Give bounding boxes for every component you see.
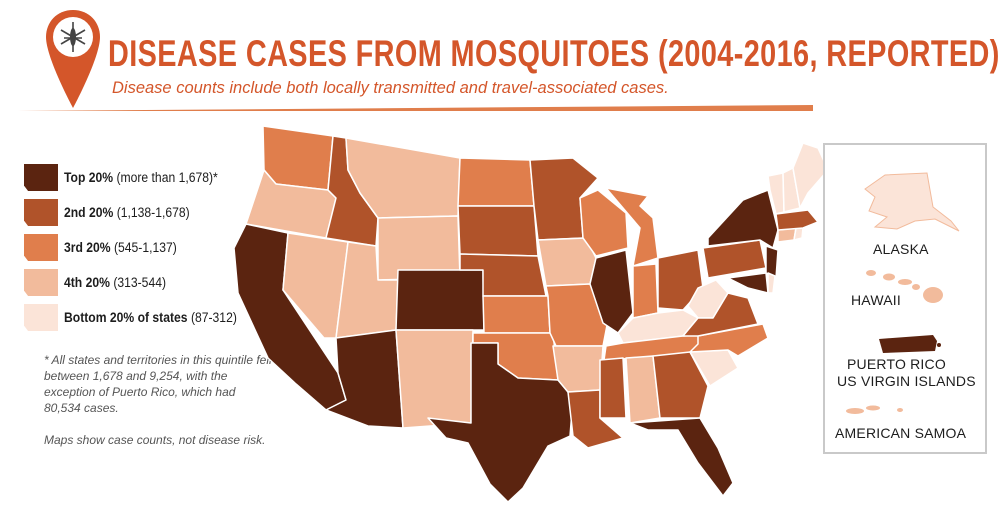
state-new-jersey <box>765 245 779 279</box>
legend-item-bottom20: Bottom 20% of states (87-312) <box>24 300 256 335</box>
state-virginia <box>682 292 759 337</box>
state-mississippi <box>599 357 627 419</box>
state-maryland <box>727 272 769 294</box>
legend-swatch-top20 <box>24 164 58 191</box>
legend-item-4th20: 4th 20% (313-544) <box>24 265 256 300</box>
legend-item-3rd20: 3rd 20% (545-1,137) <box>24 230 256 265</box>
footnote: * All states and territories in this qui… <box>44 353 272 415</box>
state-kansas <box>482 295 551 334</box>
state-new-york <box>707 189 779 249</box>
territories-inset: ALASKA HAWAII PUERTO RICO US VIRGIN ISLA… <box>823 143 987 454</box>
legend-name: 3rd 20% <box>64 240 111 255</box>
state-rhode-island <box>793 227 804 241</box>
state-vermont <box>767 172 785 215</box>
state-texas <box>427 342 574 503</box>
label-virgin-islands: US VIRGIN ISLANDS <box>837 373 976 389</box>
legend-item-2nd20: 2nd 20% (1,138-1,678) <box>24 195 256 230</box>
legend-range: (more than 1,678)* <box>116 170 218 185</box>
state-massachusetts <box>775 209 819 231</box>
legend-swatch-2nd20 <box>24 199 58 226</box>
state-south-dakota <box>457 205 539 257</box>
us-map <box>233 125 828 503</box>
label-hawaii: HAWAII <box>851 292 901 308</box>
legend-name: 2nd 20% <box>64 205 114 220</box>
legend-range: (1,138-1,678) <box>116 205 190 220</box>
alaska-shape <box>864 172 960 232</box>
mosquito-pin-icon <box>46 10 100 108</box>
label-puerto-rico: PUERTO RICO <box>847 356 946 372</box>
legend-name: Top 20% <box>64 170 114 185</box>
legend-swatch-4th20 <box>24 269 58 296</box>
state-north-carolina <box>689 323 769 357</box>
legend-swatch-3rd20 <box>24 234 58 261</box>
legend-range: (545-1,137) <box>113 240 177 255</box>
legend-swatch-bottom20 <box>24 304 58 331</box>
legend-item-top20: Top 20% (more than 1,678)* <box>24 160 256 195</box>
state-north-dakota <box>457 157 535 207</box>
state-delaware <box>767 272 776 294</box>
state-georgia <box>652 351 709 419</box>
legend-range: (313-544) <box>113 275 167 290</box>
state-michigan <box>605 187 659 267</box>
puerto-rico-shape <box>879 335 941 353</box>
hawaii-shape <box>866 270 943 303</box>
samoa-shape <box>846 405 903 414</box>
legend-name: 4th 20% <box>64 275 110 290</box>
legend-range: (87-312) <box>190 310 237 325</box>
label-american-samoa: AMERICAN SAMOA <box>835 425 967 441</box>
state-colorado <box>395 269 485 331</box>
state-wisconsin <box>579 189 629 257</box>
state-florida <box>629 417 734 497</box>
legend-name: Bottom 20% of states <box>64 310 188 325</box>
state-new-mexico <box>395 329 474 429</box>
page-title: DISEASE CASES FROM MOSQUITOES (2004-2016… <box>108 33 1000 74</box>
state-maine <box>792 142 828 209</box>
state-indiana <box>632 263 659 319</box>
label-alaska: ALASKA <box>873 241 929 257</box>
legend: Top 20% (more than 1,678)* 2nd 20% (1,13… <box>24 160 256 335</box>
page-subtitle: Disease counts include both locally tran… <box>112 79 669 97</box>
state-nevada <box>282 232 349 339</box>
disclaimer: Maps show case counts, not disease risk. <box>44 433 266 447</box>
header-rule <box>18 105 813 111</box>
